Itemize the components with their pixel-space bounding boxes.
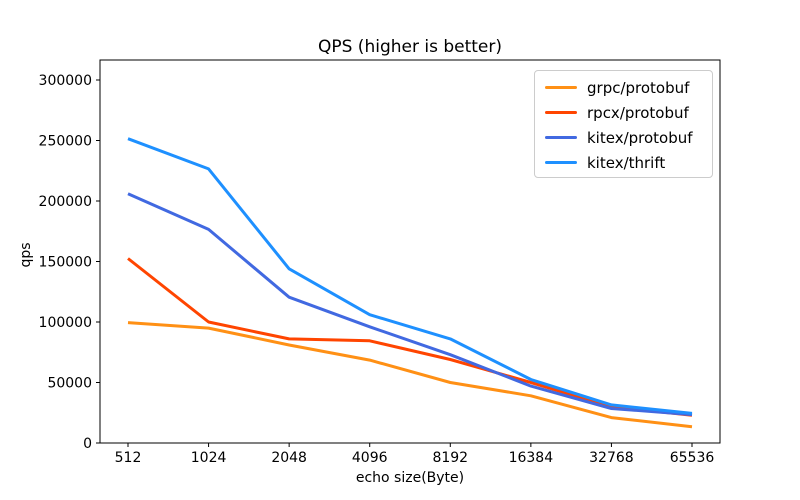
legend-label: rpcx/protobuf	[587, 103, 689, 122]
legend-item-kitex-thrift: kitex/thrift	[545, 150, 712, 175]
legend-line-swatch	[545, 136, 577, 139]
x-axis-label: echo size(Byte)	[355, 470, 465, 486]
x-tick-label: 16384	[509, 450, 554, 466]
series-line-rpcx-protobuf	[127, 257, 693, 417]
x-tick-label: 1024	[191, 450, 227, 466]
series-line-kitex-protobuf	[127, 192, 693, 417]
legend-item-kitex-protobuf: kitex/protobuf	[545, 125, 712, 150]
y-tick-label: 150000	[39, 255, 92, 271]
series-line-kitex-thrift	[127, 137, 693, 415]
series-line-grpc-protobuf	[127, 321, 693, 429]
x-tick-label: 512	[115, 450, 142, 466]
y-tick-label: 50000	[47, 376, 92, 392]
y-axis-label: qps	[18, 242, 34, 268]
chart-title: QPS (higher is better)	[317, 37, 503, 57]
y-tick-label: 250000	[39, 134, 92, 150]
legend-line-swatch	[545, 111, 577, 114]
legend-item-grpc-protobuf: grpc/protobuf	[545, 75, 712, 100]
axes-frame	[99, 59, 721, 444]
legend-label: kitex/thrift	[587, 153, 666, 172]
y-tick-label: 300000	[39, 73, 92, 89]
legend-item-rpcx-protobuf: rpcx/protobuf	[545, 100, 712, 125]
legend-line-swatch	[545, 161, 577, 164]
y-tick-label: 100000	[39, 315, 92, 331]
x-tick-label: 32768	[589, 450, 634, 466]
legend: grpc/protobuf rpcx/protobuf kitex/protob…	[534, 70, 713, 178]
x-tick-label: 8192	[432, 450, 468, 466]
x-tick-label: 4096	[352, 450, 388, 466]
y-tick-label: 0	[83, 436, 92, 452]
x-tick-label: 65536	[670, 450, 715, 466]
legend-label: kitex/protobuf	[587, 128, 693, 147]
legend-label: grpc/protobuf	[587, 78, 690, 97]
y-tick-label: 200000	[39, 194, 92, 210]
x-tick-label: 2048	[271, 450, 307, 466]
legend-line-swatch	[545, 86, 577, 89]
